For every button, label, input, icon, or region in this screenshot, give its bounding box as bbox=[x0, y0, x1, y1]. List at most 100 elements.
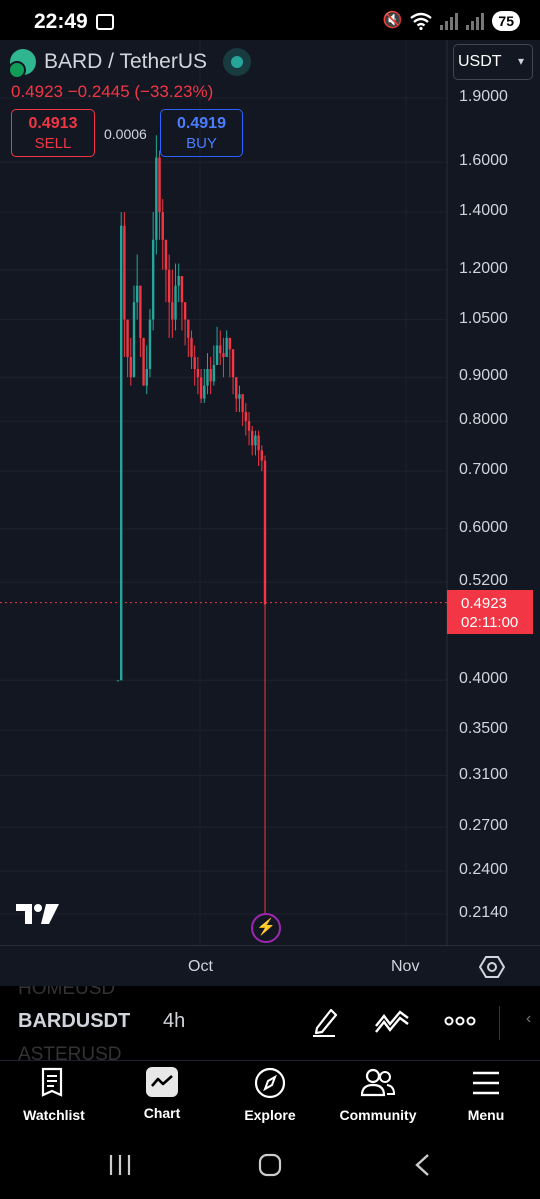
candle-body bbox=[155, 157, 158, 240]
candle-body bbox=[145, 369, 148, 386]
next-symbol[interactable]: ASTERUSD bbox=[18, 1044, 122, 1060]
candle-body bbox=[244, 412, 248, 422]
battery-icon: 75 bbox=[492, 11, 520, 31]
current-symbol[interactable]: BARDUSDT bbox=[18, 1010, 131, 1032]
bar-countdown: 02:11:00 bbox=[461, 614, 519, 631]
toolbar-divider bbox=[499, 1006, 500, 1040]
symbol-header[interactable]: BARD / TetherUS bbox=[8, 48, 252, 79]
nav-label-chart: Chart bbox=[143, 1105, 181, 1121]
candle-body bbox=[215, 345, 219, 365]
currency-select[interactable]: USDT ▾ bbox=[453, 44, 533, 80]
nav-explore[interactable]: Explore bbox=[216, 1067, 324, 1123]
candle-body bbox=[257, 435, 260, 451]
nav-chart[interactable]: Chart bbox=[108, 1067, 216, 1121]
bottom-nav[interactable]: Watchlist Chart Explore Community Menu bbox=[0, 1060, 540, 1140]
price-tick-label: 0.8000 bbox=[459, 411, 508, 429]
price-tick-label: 0.3100 bbox=[459, 765, 508, 783]
chart-icon bbox=[146, 1067, 178, 1097]
price-tick-label: 1.0500 bbox=[459, 309, 508, 327]
sell-label: SELL bbox=[34, 135, 72, 152]
candle-body bbox=[251, 430, 254, 446]
candle-body bbox=[180, 276, 184, 303]
candle-body bbox=[177, 276, 180, 286]
nav-label-menu: Menu bbox=[467, 1107, 505, 1123]
candle-body bbox=[148, 319, 152, 370]
signal-2-icon bbox=[466, 12, 485, 30]
candle-body bbox=[161, 212, 164, 240]
watchlist-icon bbox=[41, 1067, 63, 1097]
candle-body bbox=[241, 394, 244, 413]
price-chart[interactable] bbox=[0, 40, 540, 945]
tradingview-logo-icon[interactable] bbox=[16, 902, 60, 929]
currency-value: USDT bbox=[458, 53, 502, 70]
sell-button[interactable]: 0.4913 SELL bbox=[11, 109, 95, 157]
time-axis[interactable]: Oct Nov bbox=[0, 945, 540, 986]
candle-body bbox=[209, 369, 212, 382]
candle-body bbox=[119, 225, 123, 681]
symbol-bar[interactable]: HOMEUSD BARDUSDT ASTERUSD 4h ‹ bbox=[0, 986, 540, 1060]
candle-body bbox=[158, 157, 161, 213]
status-time: 22:49 bbox=[34, 10, 88, 33]
price-tick-label: 0.3500 bbox=[459, 720, 508, 738]
price-tick-label: 1.9000 bbox=[459, 88, 508, 105]
drawing-tool-icon[interactable] bbox=[311, 1004, 339, 1043]
candle-body bbox=[206, 369, 209, 386]
candle-body bbox=[129, 357, 132, 378]
prev-symbol[interactable]: HOMEUSD bbox=[18, 986, 116, 999]
candle-body bbox=[167, 269, 171, 303]
candle-body bbox=[235, 377, 238, 399]
price-tick-label: 0.6000 bbox=[459, 518, 508, 536]
candle-body bbox=[132, 302, 136, 378]
candle-body bbox=[196, 369, 200, 378]
price-tick-label: 0.9000 bbox=[459, 367, 508, 385]
price-tick-label: 0.2140 bbox=[459, 904, 508, 921]
price-tick-label: 0.2700 bbox=[459, 817, 508, 835]
candle-body bbox=[203, 385, 206, 399]
flash-icon[interactable]: ⚡ bbox=[251, 913, 281, 943]
buy-button[interactable]: 0.4919 BUY bbox=[160, 109, 243, 157]
back-icon[interactable] bbox=[412, 1153, 432, 1182]
chart-area[interactable]: BARD / TetherUS 0.4923 −0.2445 (−33.23%)… bbox=[0, 40, 540, 986]
candle-body bbox=[139, 285, 142, 338]
time-label-nov: Nov bbox=[391, 958, 420, 975]
chevron-left-icon[interactable]: ‹ bbox=[526, 1010, 532, 1027]
symbol-name[interactable]: BARD / TetherUS bbox=[44, 50, 208, 73]
home-icon[interactable] bbox=[258, 1153, 282, 1182]
chart-settings-icon[interactable] bbox=[478, 955, 506, 984]
more-options-icon[interactable] bbox=[444, 1004, 476, 1043]
candle-body bbox=[116, 680, 120, 682]
candle-body bbox=[151, 239, 155, 320]
candle-body bbox=[238, 394, 241, 399]
recent-apps-icon[interactable] bbox=[107, 1154, 133, 1181]
candle-body bbox=[126, 319, 129, 358]
candle-body bbox=[225, 337, 228, 358]
candle-body bbox=[247, 421, 251, 431]
last-price-label: 0.4923 02:11:00 bbox=[447, 590, 533, 634]
candle-body bbox=[228, 337, 232, 350]
candle-body bbox=[231, 349, 235, 378]
candle-body bbox=[164, 239, 168, 270]
sell-price: 0.4913 bbox=[28, 115, 78, 132]
time-label-oct: Oct bbox=[188, 958, 213, 975]
candle-body bbox=[212, 364, 216, 382]
candle-body bbox=[187, 319, 190, 338]
nav-watchlist[interactable]: Watchlist bbox=[0, 1067, 108, 1123]
candle-body bbox=[171, 302, 174, 320]
price-tick-label: 1.2000 bbox=[459, 259, 508, 277]
nav-menu[interactable]: Menu bbox=[432, 1067, 540, 1123]
indicators-icon[interactable] bbox=[374, 1004, 410, 1043]
candle-body bbox=[135, 285, 139, 303]
system-nav-bar bbox=[0, 1140, 540, 1199]
candle-body bbox=[254, 435, 257, 446]
nav-label-watchlist: Watchlist bbox=[23, 1107, 85, 1123]
candle-body bbox=[183, 302, 187, 320]
candle-body bbox=[142, 337, 145, 386]
candle-body bbox=[219, 345, 222, 354]
interval-button[interactable]: 4h bbox=[163, 1010, 186, 1032]
price-tick-label: 0.7000 bbox=[459, 461, 508, 479]
price-tick-label: 0.2400 bbox=[459, 861, 508, 879]
nav-community[interactable]: Community bbox=[324, 1067, 432, 1123]
candle-body bbox=[263, 460, 267, 605]
coin-logo-icon bbox=[8, 49, 36, 79]
status-bar: 22:49 🔇 75 bbox=[0, 0, 540, 44]
